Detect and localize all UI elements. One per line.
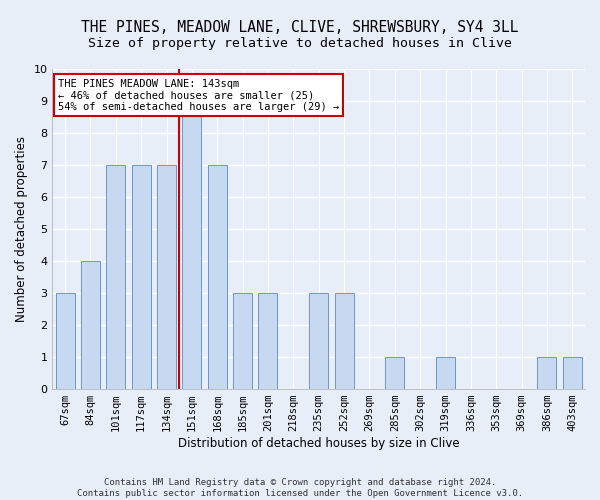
Bar [385,357,404,389]
Text: THE PINES, MEADOW LANE, CLIVE, SHREWSBURY, SY4 3LL: THE PINES, MEADOW LANE, CLIVE, SHREWSBUR… [81,20,519,35]
Bar [106,165,125,389]
Bar [56,293,74,389]
Bar [233,293,252,389]
Bar [563,357,582,389]
Bar [436,357,455,389]
X-axis label: Distribution of detached houses by size in Clive: Distribution of detached houses by size … [178,437,460,450]
Bar [309,293,328,389]
Text: Contains HM Land Registry data © Crown copyright and database right 2024.
Contai: Contains HM Land Registry data © Crown c… [77,478,523,498]
Y-axis label: Number of detached properties: Number of detached properties [15,136,28,322]
Bar [131,165,151,389]
Bar [259,293,277,389]
Bar [538,357,556,389]
Text: Size of property relative to detached houses in Clive: Size of property relative to detached ho… [88,38,512,51]
Text: THE PINES MEADOW LANE: 143sqm
← 46% of detached houses are smaller (25)
54% of s: THE PINES MEADOW LANE: 143sqm ← 46% of d… [58,78,339,112]
Bar [81,261,100,389]
Bar [157,165,176,389]
Bar [208,165,227,389]
Bar [182,101,202,389]
Bar [335,293,353,389]
